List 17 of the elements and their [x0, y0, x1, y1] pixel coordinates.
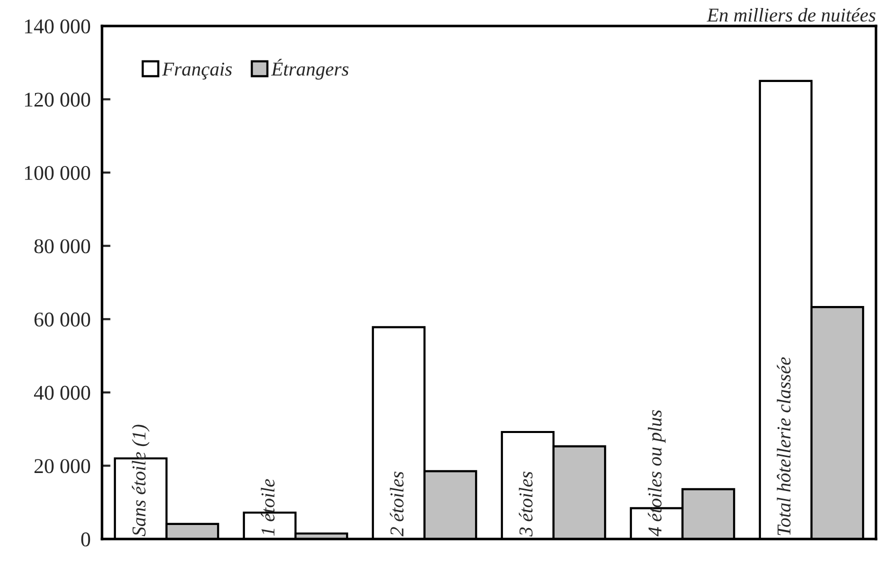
x-tick-label: 2 étoiles — [390, 472, 404, 536]
text: En milliers de nuitées — [706, 8, 876, 22]
y-tick-label: 0 — [81, 532, 90, 546]
legend-label: Français — [162, 62, 232, 80]
x-tick-label: 3 étoiles — [518, 472, 533, 536]
x-tick-label: 1 étoile — [260, 479, 275, 536]
y-tick-label: 80 000 — [34, 239, 90, 254]
legend-label: Étrangers — [271, 58, 348, 80]
y-tick-label: 120 000 — [25, 92, 90, 107]
x-tick-label: Sans étoile (1) — [132, 424, 150, 536]
y-tick-label: 40 000 — [34, 386, 90, 400]
x-tick-label: Total hôtellerie classée — [776, 357, 791, 536]
x-tick-label: 4 étoiles ou plus — [648, 410, 666, 536]
y-tick-label: 100 000 — [25, 166, 90, 180]
y-tick-label: 20 000 — [34, 459, 90, 474]
y-tick-label: 60 000 — [34, 312, 90, 327]
y-tick-label: 140 000 — [25, 19, 90, 34]
